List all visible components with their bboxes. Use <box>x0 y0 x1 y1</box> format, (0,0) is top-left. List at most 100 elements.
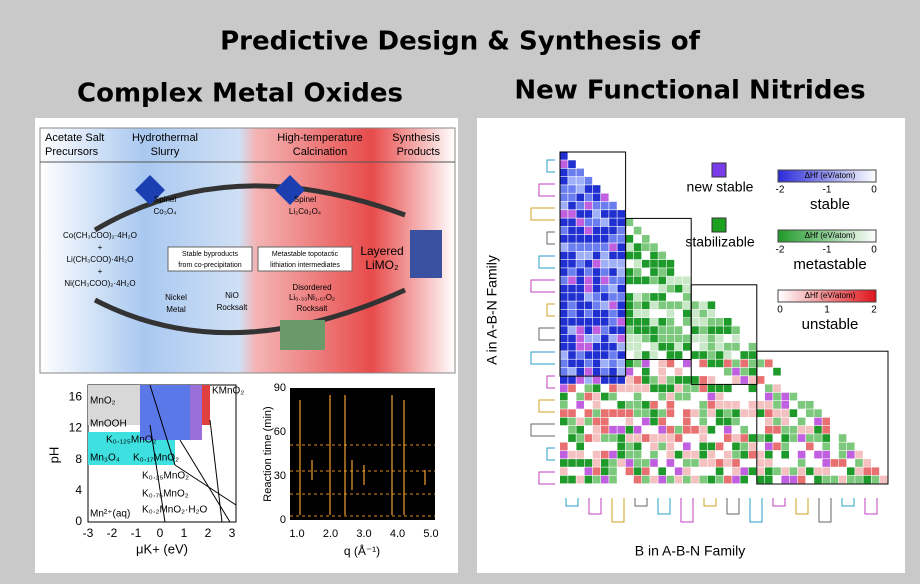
heatmap-cell <box>568 309 576 318</box>
region-label: Mn²⁺(aq) <box>90 509 130 520</box>
heatmap-cell <box>707 326 716 334</box>
heatmap-cell <box>560 152 568 160</box>
heatmap-cell <box>683 384 691 393</box>
heatmap-cell <box>609 243 617 251</box>
heatmap-cell <box>650 342 658 351</box>
heatmap-cell <box>617 309 625 318</box>
dendrogram <box>703 498 717 507</box>
heatmap-cell <box>756 417 765 426</box>
heatmap-cell <box>847 459 855 467</box>
heatmap-cell <box>658 425 666 434</box>
heatmap-cell <box>691 326 699 334</box>
heatmap-cell <box>568 359 576 368</box>
heatmap-cell <box>789 434 798 442</box>
heatmap-cell <box>724 425 732 434</box>
schematic-label: Ni(CH₃COO)₂·4H₂O <box>64 279 135 288</box>
heatmap-cell <box>601 218 609 227</box>
x-axis-label: μK+ (eV) <box>136 541 188 556</box>
heatmap-cell <box>584 334 593 343</box>
heatmap-cell <box>642 284 650 293</box>
dendrogram <box>546 447 555 461</box>
heatmap-cell <box>699 318 707 326</box>
heatmap-cell <box>756 376 765 384</box>
heatmap-cell <box>789 417 798 426</box>
heatmap-cell <box>576 210 584 218</box>
scale-tick: -1 <box>823 185 832 196</box>
heatmap-cell <box>658 450 666 459</box>
heatmap-cell <box>617 284 625 293</box>
heatmap-cell <box>789 450 798 459</box>
dendrogram <box>538 255 555 269</box>
heatmap-cell <box>609 475 617 484</box>
heatmap-cell <box>707 459 716 467</box>
heatmap-cell <box>674 334 683 343</box>
heatmap-cell <box>633 251 642 260</box>
heatmap-cell <box>674 293 683 301</box>
heatmap-cell <box>584 475 593 484</box>
heatmap-cell <box>674 425 683 434</box>
heatmap-cell <box>592 409 601 417</box>
heatmap-cell <box>666 351 675 359</box>
heatmap-cell <box>806 401 814 409</box>
heatmap-cell <box>732 384 740 393</box>
heatmap-cell <box>699 434 707 442</box>
schematic-label: NiO <box>225 291 239 300</box>
heatmap-cell <box>740 417 748 426</box>
heatmap-cell <box>691 351 699 359</box>
heatmap-cell <box>666 459 675 467</box>
heatmap-cell <box>715 434 724 442</box>
region-label: K₀.₁₂₅MnO₂ <box>106 435 157 446</box>
heatmap-cell <box>658 276 666 285</box>
heatmap-cell <box>601 392 609 401</box>
heatmap-cell <box>601 259 609 268</box>
heatmap-cell <box>642 259 650 268</box>
heatmap-cell <box>674 401 683 409</box>
heatmap-cell <box>773 392 781 401</box>
heatmap-cell <box>732 334 740 343</box>
heatmap-cell <box>592 226 601 235</box>
heatmap-cell <box>724 459 732 467</box>
heatmap-cell <box>748 359 757 368</box>
heatmap-cell <box>633 259 642 268</box>
heatmap-cell <box>568 251 576 260</box>
heatmap-cell <box>625 409 634 417</box>
heatmap-cell <box>592 376 601 384</box>
heatmap-cell <box>560 193 568 202</box>
heatmap-cell <box>592 401 601 409</box>
heatmap-cell <box>625 293 634 301</box>
heatmap-cell <box>789 459 798 467</box>
heatmap-cell <box>838 434 847 442</box>
region <box>140 385 190 440</box>
heatmap-cell <box>715 409 724 417</box>
heatmap-cell <box>773 409 781 417</box>
heatmap-cell <box>724 367 732 376</box>
heatmap-cell <box>732 376 740 384</box>
heatmap-cell <box>789 401 798 409</box>
heatmap-cell <box>633 475 642 484</box>
heatmap-cell <box>584 293 593 301</box>
heatmap-cell <box>584 376 593 384</box>
heatmap-cell <box>601 401 609 409</box>
heatmap-cell <box>773 459 781 467</box>
heatmap-cell <box>560 309 568 318</box>
heatmap-cell <box>633 417 642 426</box>
heatmap-cell <box>633 235 642 243</box>
heatmap-cell <box>683 475 691 484</box>
heatmap-cell <box>642 326 650 334</box>
dendrogram <box>538 399 555 413</box>
y-axis-label: A in A-B-N Family <box>484 255 500 365</box>
x-tick-label: 1.0 <box>289 528 304 540</box>
heatmap-cell <box>707 334 716 343</box>
heatmap-cell <box>699 309 707 318</box>
stage-label: Slurry <box>151 146 180 158</box>
heatmap-cell <box>658 334 666 343</box>
heatmap-cell <box>740 367 748 376</box>
heatmap-cell <box>560 359 568 368</box>
heatmap-cell <box>707 401 716 409</box>
heatmap-cell <box>674 367 683 376</box>
heatmap-cell <box>756 425 765 434</box>
heatmap-cell <box>773 450 781 459</box>
heatmap-cell <box>601 384 609 393</box>
legend-swatch <box>711 217 727 233</box>
heatmap-cell <box>601 284 609 293</box>
